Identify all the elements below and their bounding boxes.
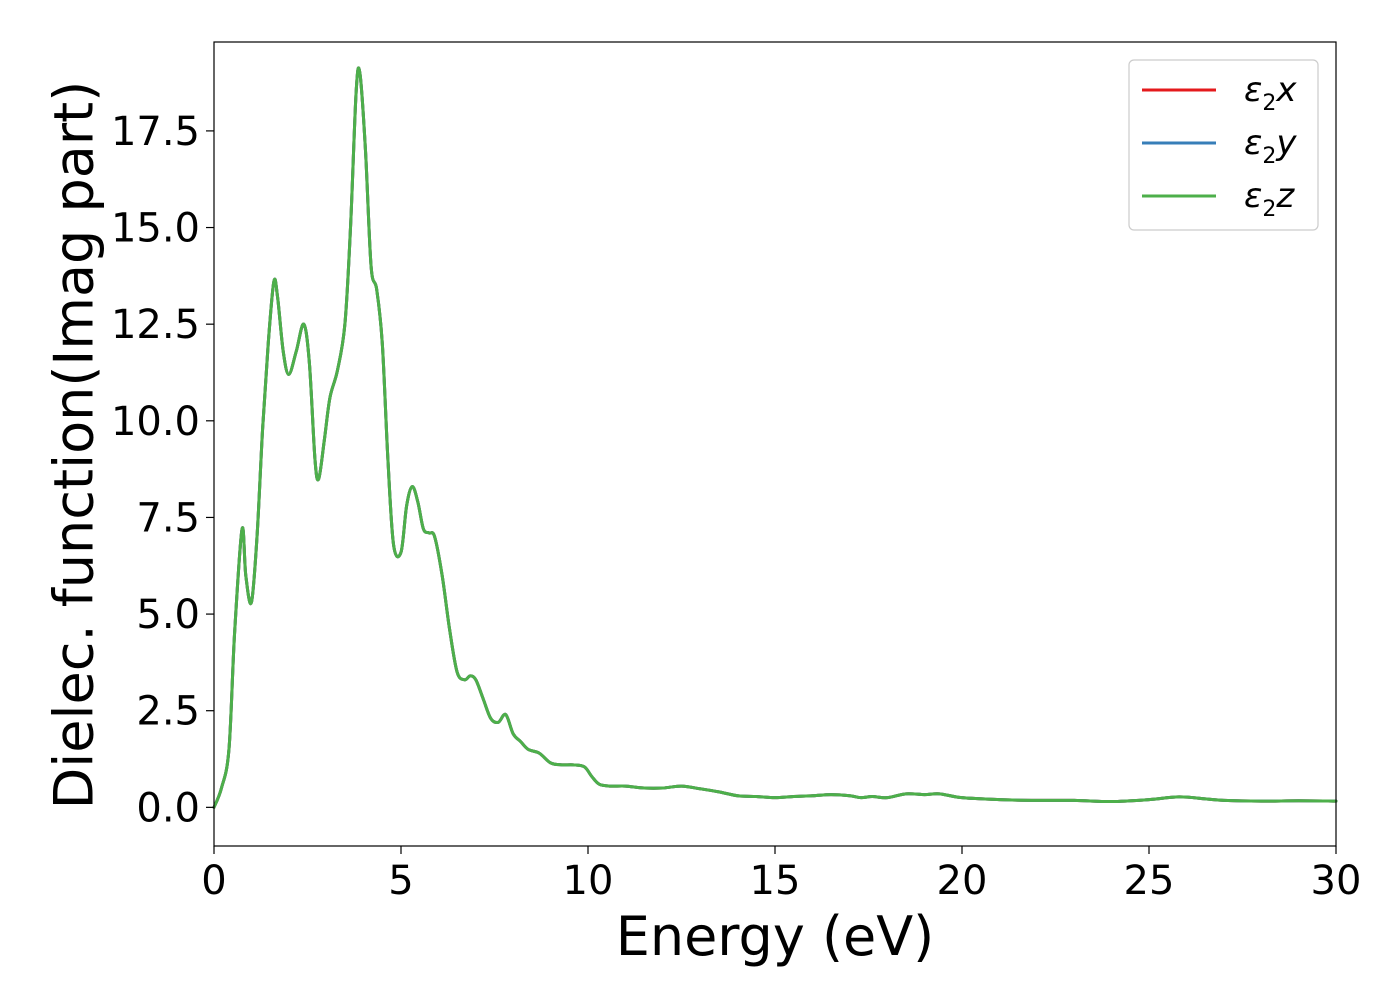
y-tick-label: 17.5: [111, 109, 200, 155]
legend-label-sub: 2: [1262, 91, 1276, 116]
y-axis: 0.0 2.5 5.0 7.5 10.0 12.5 15.0 17.5: [111, 109, 214, 831]
legend-label-suffix: x: [1275, 70, 1297, 110]
y-axis-title: Dielec. function(Imag part): [43, 81, 106, 810]
x-tick-label: 0: [201, 858, 226, 904]
x-tick-label: 30: [1311, 858, 1362, 904]
x-tick-label: 25: [1124, 858, 1175, 904]
y-tick-label: 15.0: [111, 206, 200, 252]
legend-label-y: ε2y: [1244, 123, 1297, 169]
legend-label-sub: 2: [1262, 144, 1276, 169]
x-tick-label: 5: [388, 858, 413, 904]
x-axis: 0 5 10 15 20 25 30: [201, 846, 1361, 904]
legend-label-suffix: z: [1275, 176, 1295, 216]
y-tick-label: 5.0: [136, 592, 200, 638]
series-layer: [212, 66, 1338, 809]
y-tick-label: 7.5: [136, 495, 200, 541]
x-axis-title: Energy (eV): [616, 905, 935, 968]
legend-label-sub: 2: [1262, 197, 1276, 222]
y-tick-label: 2.5: [136, 689, 200, 735]
legend-box: [1128, 59, 1319, 231]
legend-label-main: ε: [1244, 176, 1262, 216]
legend-label-z: ε2z: [1244, 176, 1295, 222]
y-tick-label: 12.5: [111, 302, 200, 348]
legend-label-x: ε2x: [1244, 70, 1297, 116]
legend-label-suffix: y: [1275, 123, 1297, 163]
legend-label-main: ε: [1244, 123, 1262, 163]
series-line-z: [212, 66, 1338, 809]
x-tick-label: 15: [750, 858, 801, 904]
y-tick-label: 10.0: [111, 399, 200, 445]
y-tick-label: 0.0: [136, 785, 200, 831]
x-tick-label: 10: [563, 858, 614, 904]
x-tick-label: 20: [937, 858, 988, 904]
legend-label-main: ε: [1244, 70, 1262, 110]
